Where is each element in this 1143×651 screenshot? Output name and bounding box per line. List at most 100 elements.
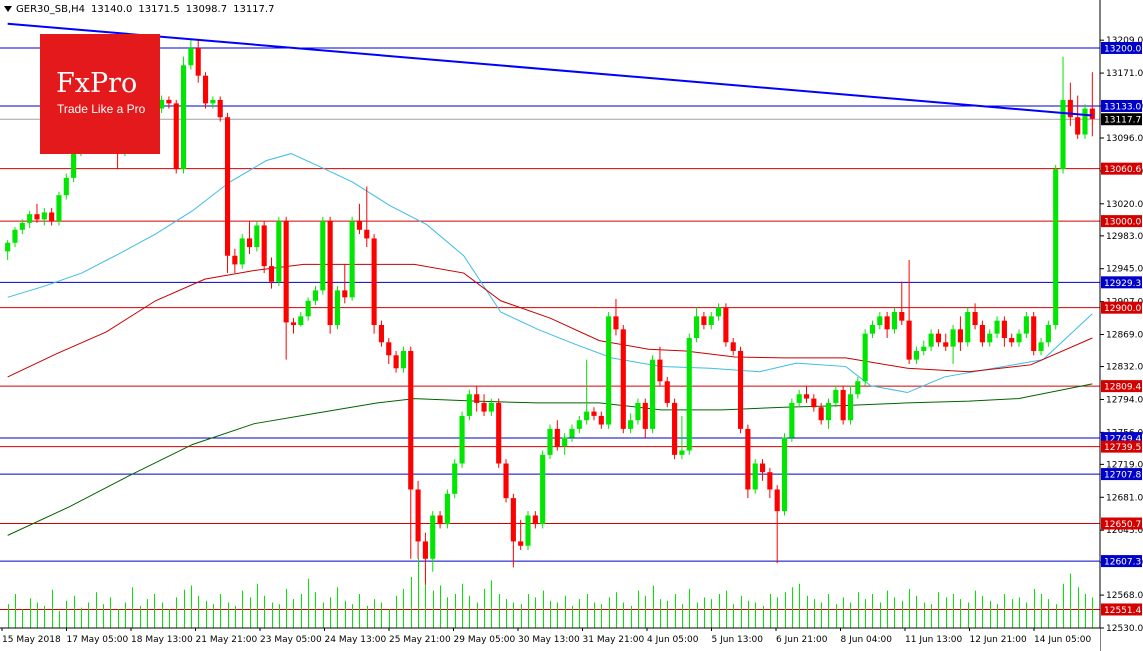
candle-body: [56, 195, 62, 222]
level-label-12900.0: 12900.0: [1104, 304, 1141, 314]
candle: [34, 203, 40, 223]
candle: [613, 299, 619, 336]
candle: [1023, 312, 1029, 338]
candle-body: [327, 221, 333, 325]
candle: [547, 424, 553, 460]
candle-body: [672, 402, 678, 455]
candle: [913, 346, 920, 364]
candle-body: [950, 329, 956, 347]
candle: [488, 398, 494, 416]
candle-body: [276, 221, 282, 282]
candle-body: [943, 342, 949, 347]
x-tick-label: 23 May 05:00: [260, 635, 322, 645]
candle: [730, 337, 736, 356]
candle: [356, 203, 363, 235]
candle-body: [452, 463, 458, 494]
level-label-bg: [1101, 301, 1142, 314]
level-label-bg: [1101, 276, 1142, 289]
y-tick-label: 13020.0: [1106, 200, 1143, 210]
candle-body: [408, 350, 414, 490]
x-tick-label: 25 May 21:00: [389, 635, 451, 645]
time-axis: 15 May 2018 17 May 05:00 18 May 13:00 21 Ma…: [0, 627, 1100, 651]
candle-body: [195, 47, 201, 76]
candle: [246, 221, 253, 255]
candle-body: [188, 47, 194, 66]
candle: [474, 385, 480, 412]
level-label-bg: [1101, 440, 1142, 453]
candle-body: [891, 312, 898, 330]
level-label-13000.0: 13000.0: [1104, 218, 1141, 228]
candle: [195, 39, 201, 83]
candle-body: [503, 463, 509, 499]
candle: [891, 307, 898, 334]
candle-body: [825, 402, 832, 421]
candle-body: [664, 381, 670, 403]
candle-body: [5, 242, 11, 252]
candle: [56, 191, 62, 226]
level-label-12749.4: 12749.4: [1104, 435, 1141, 445]
candle: [305, 297, 311, 321]
candle-body: [202, 75, 209, 104]
candle: [628, 413, 634, 434]
y-tick-label: 13171.0: [1106, 69, 1143, 79]
candle: [1060, 56, 1066, 174]
candle-body: [862, 333, 868, 382]
candle: [1082, 104, 1088, 139]
candle-body: [1060, 99, 1066, 170]
level-label-bg: [1101, 380, 1142, 393]
candle-body: [532, 515, 538, 525]
candle-body: [356, 221, 363, 230]
horizontal-levels: [0, 47, 1100, 610]
candle-body: [1067, 99, 1073, 118]
chevron-down-icon[interactable]: [4, 6, 12, 12]
candle: [664, 376, 670, 408]
candle: [159, 95, 165, 113]
candle: [620, 325, 626, 434]
candle: [554, 420, 560, 451]
candle-body: [935, 333, 941, 343]
x-tick-label: 6 Jun 21:00: [776, 635, 828, 645]
candle: [840, 385, 846, 425]
candle: [540, 450, 546, 529]
candle: [1045, 320, 1051, 347]
candle: [19, 219, 25, 235]
y-tick-label: 12681.0: [1106, 493, 1143, 503]
candle: [906, 260, 912, 364]
candle-body: [283, 221, 289, 323]
candle: [1001, 316, 1007, 347]
candle: [694, 307, 700, 343]
candle: [342, 264, 348, 304]
volume-histogram: [8, 558, 1101, 628]
candle-body: [811, 398, 817, 408]
candle-body: [510, 498, 516, 542]
candle: [723, 303, 729, 347]
level-label-bg: [1101, 517, 1142, 530]
level-label-12607.3: 12607.3: [1104, 558, 1141, 568]
y-tick-label: 12983.0: [1106, 232, 1143, 242]
candle-body: [378, 325, 385, 343]
level-label-bg: [1101, 555, 1142, 568]
candle: [320, 216, 326, 295]
candle-body: [547, 428, 553, 455]
candle: [518, 519, 524, 551]
candle-body: [745, 428, 751, 490]
candle: [5, 240, 11, 261]
candle-body: [422, 541, 428, 559]
candle: [224, 112, 231, 274]
candle-body: [210, 99, 216, 104]
candle-body: [840, 389, 846, 421]
candle: [591, 407, 597, 421]
level-label-12929.3: 12929.3: [1104, 279, 1141, 289]
x-tick-label: 15 May 2018: [2, 635, 61, 645]
x-tick-label: 31 May 21:00: [583, 635, 645, 645]
candle: [1031, 312, 1037, 356]
candle: [173, 99, 179, 174]
candle-body: [63, 177, 69, 196]
candle: [452, 459, 458, 499]
candle: [701, 312, 707, 330]
candle: [957, 316, 963, 351]
candle: [503, 459, 509, 503]
candle: [327, 216, 333, 334]
candle: [708, 312, 714, 330]
